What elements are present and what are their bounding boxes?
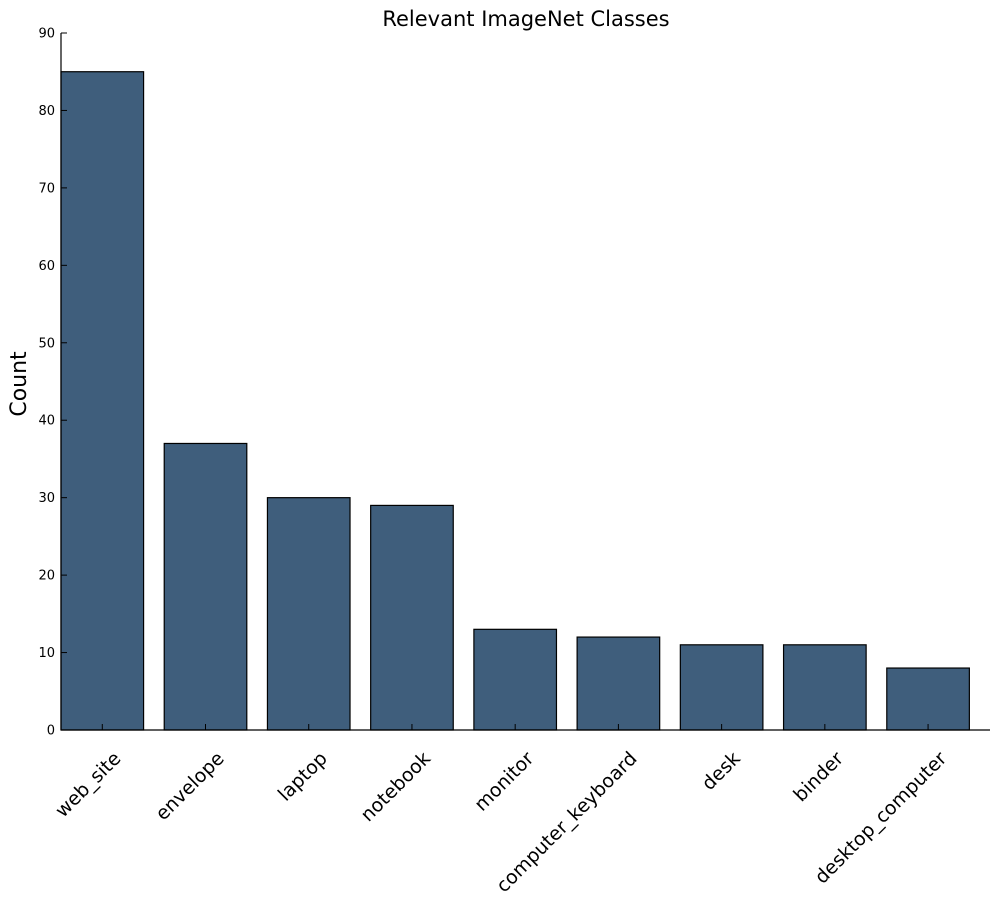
x-tick-label-monitor: monitor	[470, 747, 538, 815]
bar-laptop	[266, 497, 351, 731]
y-tick-label: 40	[38, 414, 55, 429]
x-tick-label-notebook: notebook	[357, 748, 436, 827]
y-tick-label: 30	[38, 491, 55, 506]
y-tick-label: 20	[38, 569, 55, 584]
y-axis-label: Count	[7, 351, 32, 417]
x-tick-label-binder: binder	[789, 747, 848, 806]
bar-desktop_computer	[886, 667, 970, 731]
bar-monitor	[473, 628, 558, 731]
y-tick-label: 90	[38, 27, 55, 42]
bar-binder	[782, 644, 867, 731]
x-tick-label-envelope: envelope	[151, 748, 228, 825]
bars-group	[60, 71, 970, 731]
y-tick-label: 80	[38, 104, 55, 119]
y-tick-label: 0	[47, 724, 55, 739]
bar-computer_keyboard	[576, 636, 661, 731]
x-tick-label-web_site: web_site	[51, 748, 125, 822]
bar-envelope	[163, 442, 248, 731]
bar-desk	[679, 644, 764, 731]
y-tick-label: 60	[38, 259, 55, 274]
x-tick-label-desk: desk	[698, 748, 745, 795]
y-tick-label: 70	[38, 181, 55, 196]
y-tick-label: 10	[38, 646, 55, 661]
bar-web_site	[60, 71, 145, 731]
y-tick-label: 50	[38, 336, 55, 351]
x-tick-label-laptop: laptop	[274, 748, 332, 806]
y-ticks-group: 0 10 20 30 40 50 60 70 80 90	[38, 27, 67, 739]
bar-notebook	[370, 504, 454, 731]
x-ticks-group: web_site envelope laptop notebook monitorcom…	[51, 724, 951, 897]
chart-title: Relevant ImageNet Classes	[382, 7, 669, 31]
